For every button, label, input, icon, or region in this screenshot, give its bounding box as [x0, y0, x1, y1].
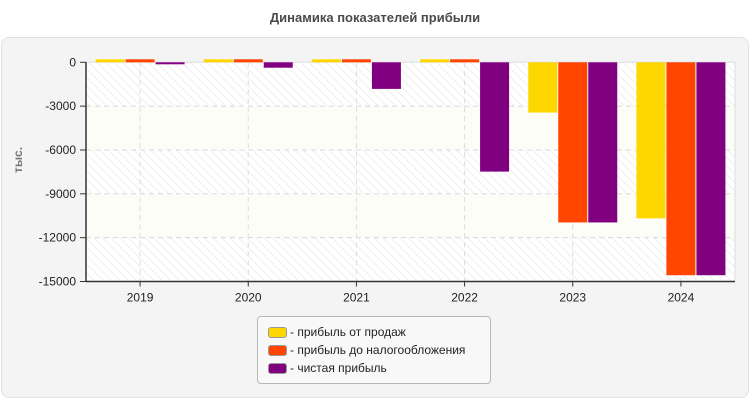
bar[interactable] [528, 62, 558, 113]
legend-label: - прибыль до налогообложения [290, 343, 466, 357]
legend-item-net-profit[interactable]: - чистая прибыль [268, 360, 387, 376]
legend-swatch-purple [268, 362, 287, 374]
y-tick-label: 0 [69, 55, 76, 69]
bar[interactable] [588, 62, 618, 223]
x-tick-label: 2021 [343, 291, 370, 305]
y-tick-label: -3000 [45, 99, 76, 113]
y-tick-label: -6000 [45, 143, 76, 157]
x-tick-label: 2022 [451, 291, 478, 305]
x-tick-label: 2020 [235, 291, 262, 305]
y-axis-label: тыс. [11, 147, 25, 173]
bar[interactable] [233, 59, 263, 63]
x-tick-label: 2019 [127, 291, 154, 305]
bar[interactable] [450, 59, 480, 63]
legend-swatch-yellow [268, 326, 287, 338]
bar[interactable] [311, 59, 341, 63]
legend-swatch-orange [268, 344, 287, 356]
y-tick-label: -15000 [39, 275, 77, 289]
legend-item-pretax-profit[interactable]: - прибыль до налогообложения [268, 342, 465, 358]
legend-label: - прибыль от продаж [290, 325, 406, 339]
x-tick-label: 2024 [668, 291, 695, 305]
bar[interactable] [155, 62, 185, 65]
bar[interactable] [95, 59, 125, 63]
bar[interactable] [666, 62, 696, 276]
bar[interactable] [636, 62, 666, 219]
bar[interactable] [480, 62, 510, 172]
bar[interactable] [203, 59, 233, 63]
bar[interactable] [558, 62, 588, 223]
legend-label: - чистая прибыль [290, 361, 387, 375]
y-tick-label: -12000 [39, 231, 77, 245]
x-tick-label: 2023 [559, 291, 586, 305]
bar[interactable] [341, 59, 371, 63]
bar[interactable] [371, 62, 401, 89]
bar[interactable] [263, 62, 293, 68]
legend-item-sales-profit[interactable]: - прибыль от продаж [268, 324, 406, 340]
y-tick-label: -9000 [45, 187, 76, 201]
bar[interactable] [420, 59, 450, 63]
bar[interactable] [125, 59, 155, 63]
bar[interactable] [696, 62, 726, 276]
legend: - прибыль от продаж - прибыль до налогоо… [257, 316, 491, 384]
chart-title: Динамика показателей прибыли [269, 10, 481, 25]
